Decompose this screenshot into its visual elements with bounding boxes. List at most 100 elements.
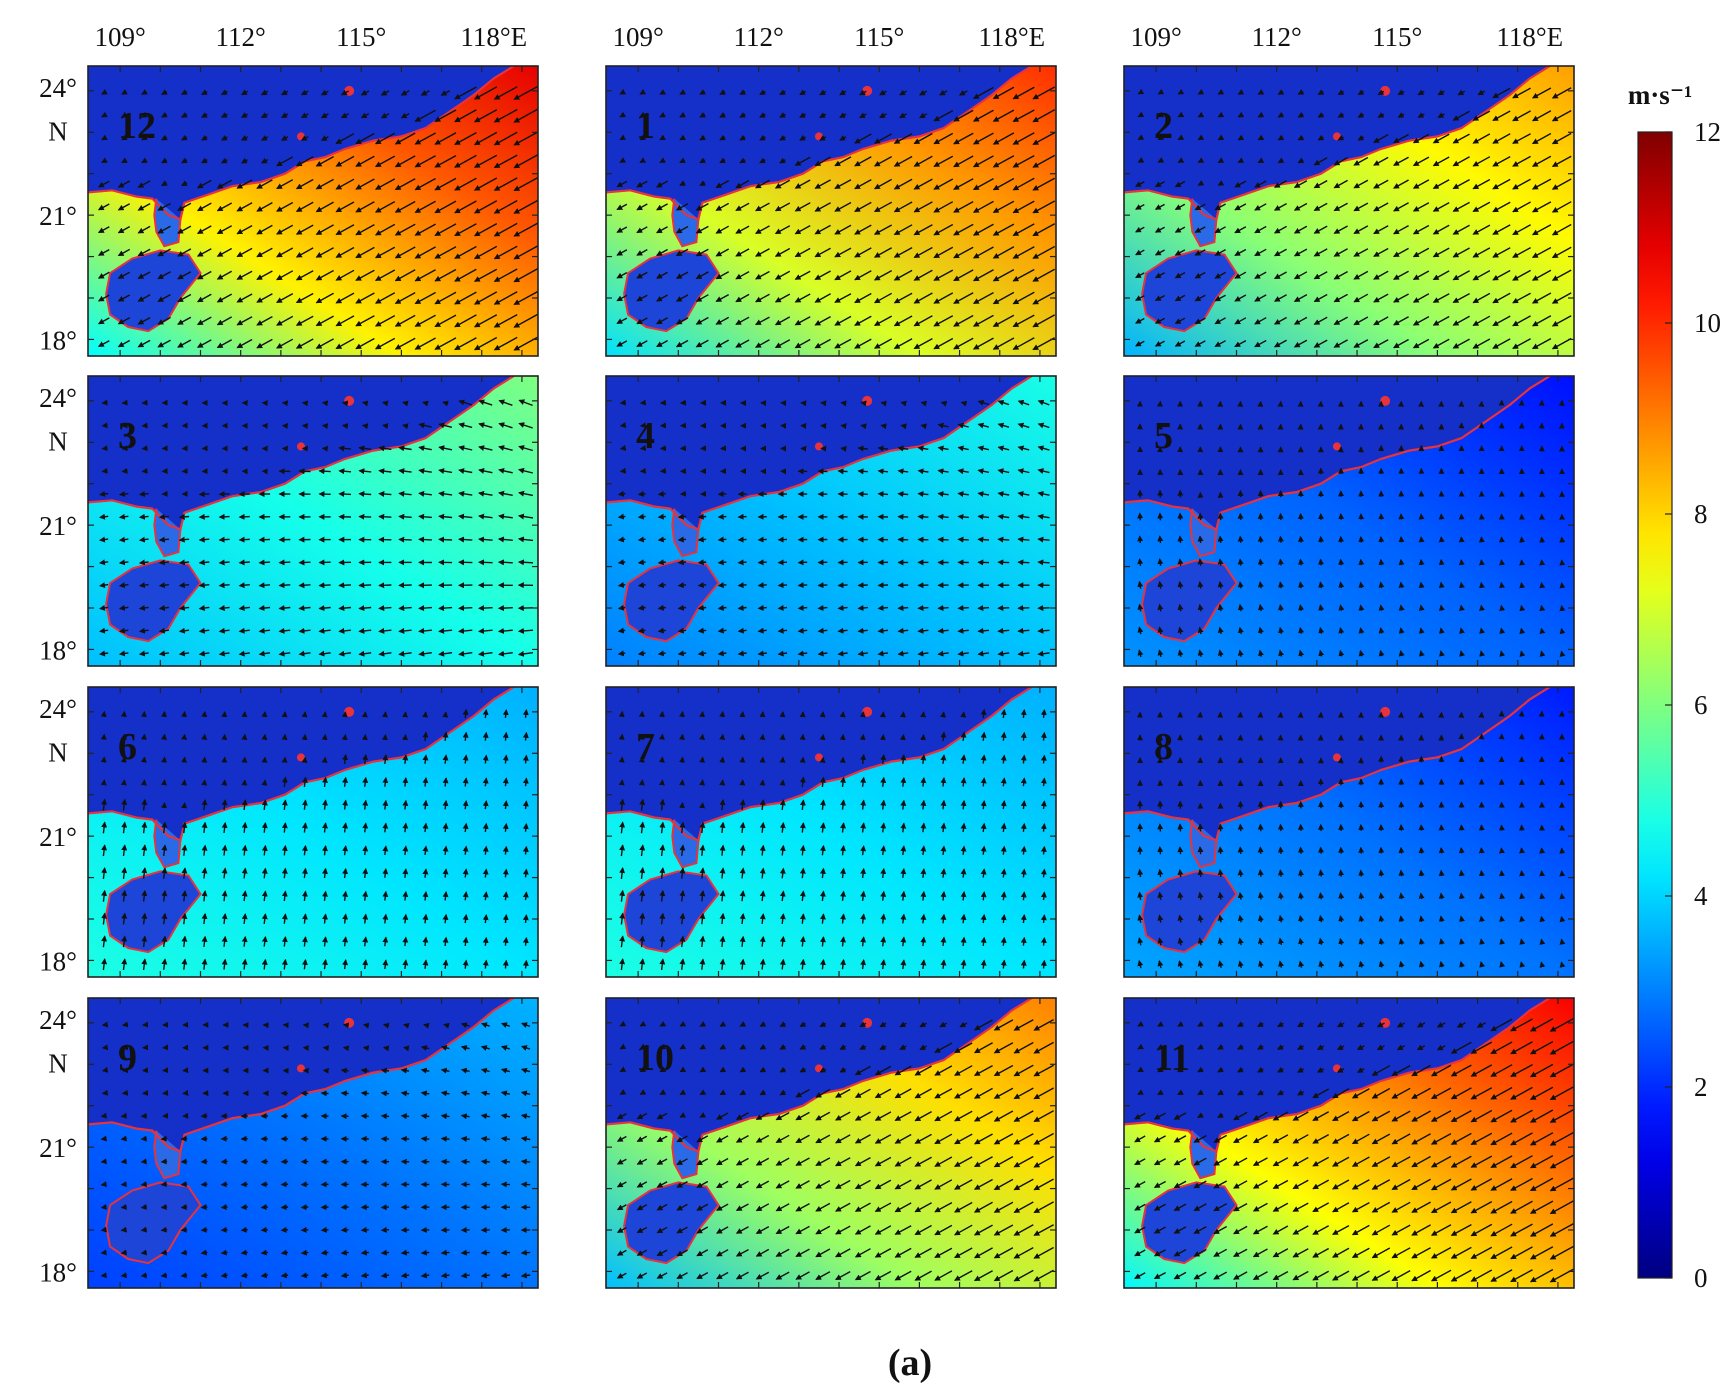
wind-arrow xyxy=(454,291,477,305)
wind-arrow xyxy=(618,710,625,718)
wind-arrow xyxy=(1000,708,1007,719)
wind-arrow xyxy=(355,155,375,167)
wind-arrow xyxy=(442,959,449,969)
wind-arrow xyxy=(335,246,355,258)
wind-arrow xyxy=(493,268,518,283)
wind-arrow xyxy=(679,180,686,186)
wind-arrow xyxy=(196,202,212,212)
wind-arrow xyxy=(697,536,707,543)
wind-arrow xyxy=(675,339,689,348)
wind-arrow xyxy=(422,868,429,878)
wind-arrow xyxy=(218,536,230,543)
wind-arrow xyxy=(779,134,786,141)
wind-arrow xyxy=(1318,892,1325,900)
wind-arrow xyxy=(454,200,477,214)
wind-arrow xyxy=(1539,915,1546,923)
wind-arrow xyxy=(638,779,645,786)
wind-arrow xyxy=(300,1226,309,1233)
wind-arrow xyxy=(258,605,271,612)
estuary-marker xyxy=(296,753,305,762)
wind-arrow xyxy=(258,536,271,543)
y-tick-label: 18° xyxy=(39,325,77,355)
wind-arrow xyxy=(1559,915,1566,923)
wind-arrow xyxy=(321,711,328,718)
wind-arrow xyxy=(380,112,390,119)
wind-arrow xyxy=(699,710,706,718)
wind-arrow xyxy=(378,582,392,589)
wind-arrow xyxy=(355,132,375,145)
wind-arrow xyxy=(977,605,990,612)
wind-arrow xyxy=(715,248,730,257)
wind-arrow xyxy=(1438,627,1445,634)
wind-arrow xyxy=(735,293,750,303)
wind-arrow xyxy=(502,800,509,810)
wind-arrow xyxy=(617,604,626,611)
wind-arrow xyxy=(422,777,429,787)
wind-arrow xyxy=(1217,535,1224,543)
wind-arrow xyxy=(1137,845,1144,855)
wind-arrow xyxy=(1539,582,1546,589)
wind-arrow xyxy=(877,468,889,475)
wind-arrow xyxy=(340,112,349,119)
wind-arrow xyxy=(394,269,416,282)
wind-arrow xyxy=(358,491,372,498)
wind-arrow xyxy=(340,1226,349,1233)
wind-arrow xyxy=(997,627,1010,634)
wind-arrow xyxy=(1519,582,1526,589)
wind-arrow xyxy=(759,112,766,118)
wind-arrow xyxy=(699,756,706,763)
wind-arrow xyxy=(100,1226,108,1233)
wind-arrow xyxy=(1378,581,1385,589)
wind-arrow xyxy=(320,112,329,119)
wind-arrow xyxy=(719,157,726,164)
x-tick-label: 109° xyxy=(612,22,663,52)
wind-arrow xyxy=(1000,754,1007,764)
panel-field xyxy=(1124,998,1574,1288)
wind-arrow xyxy=(121,89,128,95)
wind-arrow xyxy=(196,225,212,235)
wind-arrow xyxy=(161,157,168,164)
wind-arrow xyxy=(980,822,987,833)
wind-arrow xyxy=(1177,558,1184,566)
wind-arrow xyxy=(1398,846,1405,854)
wind-arrow xyxy=(1458,581,1465,589)
wind-arrow xyxy=(719,134,726,141)
y-tick-label: 21° xyxy=(39,511,77,541)
wind-arrow xyxy=(717,627,727,634)
wind-arrow xyxy=(1137,823,1144,832)
wind-arrow xyxy=(799,89,807,96)
wind-arrow xyxy=(857,604,868,611)
wind-arrow xyxy=(141,157,148,164)
wind-arrow xyxy=(757,604,767,611)
wind-arrow xyxy=(1479,938,1486,945)
wind-arrow xyxy=(1358,892,1365,900)
wind-arrow xyxy=(216,293,233,303)
reservoir-marker xyxy=(862,395,873,406)
y-tick-label: N xyxy=(48,116,68,146)
wind-arrow xyxy=(937,627,949,634)
wind-arrow xyxy=(617,490,626,497)
map-panel-8: 8 xyxy=(1123,686,1575,978)
wind-arrow xyxy=(960,731,967,741)
panel-field xyxy=(1124,687,1574,977)
wind-arrow xyxy=(1418,846,1425,854)
wind-arrow xyxy=(679,756,685,763)
wind-arrow xyxy=(517,559,534,566)
wind-arrow xyxy=(739,112,746,118)
wind-arrow xyxy=(380,1226,390,1233)
wind-arrow xyxy=(480,1249,490,1256)
wind-arrow xyxy=(522,936,529,946)
wind-arrow xyxy=(220,1204,228,1210)
y-tick-label: 18° xyxy=(39,635,77,665)
wind-arrow xyxy=(160,1203,168,1210)
wind-arrow xyxy=(897,491,909,498)
wind-arrow xyxy=(717,559,727,566)
wind-arrow xyxy=(617,581,626,588)
wind-arrow xyxy=(180,1272,188,1279)
wind-arrow xyxy=(920,822,927,833)
wind-arrow xyxy=(940,731,947,742)
wind-arrow xyxy=(1020,959,1027,969)
wind-arrow xyxy=(1378,604,1385,611)
wind-arrow xyxy=(335,178,355,190)
wind-arrow xyxy=(1137,868,1144,878)
